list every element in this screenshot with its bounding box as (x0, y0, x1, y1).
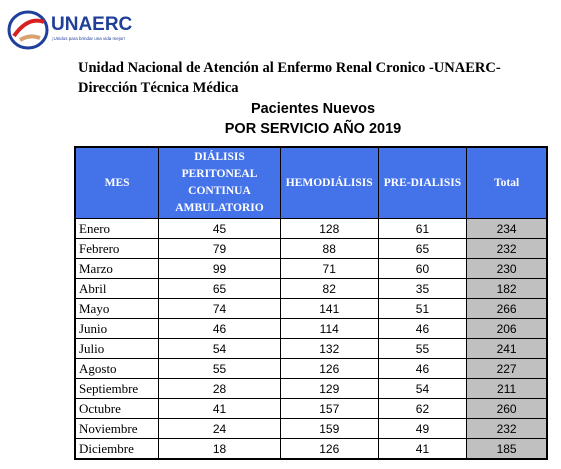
value-cell: 35 (377, 278, 468, 299)
table-row: Febrero 79 88 65 232 (74, 238, 548, 259)
value-cell: 49 (377, 418, 468, 439)
column-header: MES (74, 146, 160, 219)
month-cell: Mayo (74, 298, 160, 319)
value-cell: 46 (158, 318, 281, 339)
value-cell: 129 (279, 378, 379, 399)
value-cell: 141 (279, 298, 379, 319)
value-cell: 18 (158, 438, 281, 460)
table-row: Octubre 41 157 62 260 (74, 398, 548, 419)
title: Pacientes Nuevos (250, 101, 376, 117)
org-header: Unidad Nacional de Atención al Enfermo R… (78, 58, 501, 98)
value-cell: 157 (279, 398, 379, 419)
value-cell: 54 (158, 338, 281, 359)
header-row: MES DIÁLISIS PERITONEAL CONTINUA AMBULATO… (74, 146, 548, 219)
value-cell: 128 (279, 218, 379, 239)
value-cell: 232 (466, 238, 548, 259)
value-cell: 82 (279, 278, 379, 299)
value-cell: 65 (158, 278, 281, 299)
logo-swoosh (12, 18, 45, 38)
value-cell: 234 (466, 218, 548, 239)
logo-text: UNAERC (51, 14, 133, 35)
value-cell: 126 (279, 358, 379, 379)
value-cell: 88 (279, 238, 379, 259)
value-cell: 132 (279, 338, 379, 359)
month-cell: Julio (74, 338, 160, 359)
logo-hands (18, 34, 41, 42)
value-cell: 28 (158, 378, 281, 399)
value-cell: 185 (466, 438, 548, 460)
column-header: DIÁLISIS PERITONEAL CONTINUA AMBULATORIO (158, 146, 281, 219)
table-row: Noviembre 24 159 49 232 (74, 418, 548, 439)
value-cell: 45 (158, 218, 281, 239)
value-cell: 51 (377, 298, 468, 319)
value-cell: 55 (377, 338, 468, 359)
value-cell: 24 (158, 418, 281, 439)
value-cell: 62 (377, 398, 468, 419)
org-dept: Dirección Técnica Médica (78, 80, 239, 96)
value-cell: 46 (377, 358, 468, 379)
value-cell: 55 (158, 358, 281, 379)
value-cell: 74 (158, 298, 281, 319)
table-row: Julio 54 132 55 241 (74, 338, 548, 359)
data-table: MES DIÁLISIS PERITONEAL CONTINUA AMBULATO… (74, 146, 548, 460)
logo-ring (7, 10, 49, 50)
month-cell: Febrero (74, 238, 160, 259)
value-cell: 266 (466, 298, 548, 319)
month-cell: Agosto (74, 358, 160, 379)
month-cell: Diciembre (74, 438, 160, 460)
table-body: Enero 45 128 61 234 Febrero 79 88 65 232 Marzo 99 71… (74, 218, 548, 460)
month-cell: Junio (74, 318, 160, 339)
value-cell: 232 (466, 418, 548, 439)
value-cell: 211 (466, 378, 548, 399)
table-row: Marzo 99 71 60 230 (74, 258, 548, 279)
value-cell: 61 (377, 218, 468, 239)
value-cell: 241 (466, 338, 548, 359)
month-cell: Abril (74, 278, 160, 299)
table-row: Enero 45 128 61 234 (74, 218, 548, 239)
column-header: Total (466, 146, 548, 219)
value-cell: 206 (466, 318, 548, 339)
logo: UNAERC ¡Unidos para brindar una vida mej… (7, 10, 133, 50)
value-cell: 99 (158, 258, 281, 279)
value-cell: 260 (466, 398, 548, 419)
value-cell: 41 (377, 438, 468, 460)
value-cell: 230 (466, 258, 548, 279)
table-row: Junio 46 114 46 206 (74, 318, 548, 339)
value-cell: 182 (466, 278, 548, 299)
value-cell: 46 (377, 318, 468, 339)
value-cell: 114 (279, 318, 379, 339)
month-cell: Septiembre (74, 378, 160, 399)
value-cell: 79 (158, 238, 281, 259)
table-row: Septiembre 28 129 54 211 (74, 378, 548, 399)
table-row: Mayo 74 141 51 266 (74, 298, 548, 319)
month-cell: Noviembre (74, 418, 160, 439)
value-cell: 227 (466, 358, 548, 379)
value-cell: 54 (377, 378, 468, 399)
value-cell: 65 (377, 238, 468, 259)
column-header: HEMODIÁLISIS (279, 146, 379, 219)
logo-tagline: ¡Unidos para brindar una vida mejor! (52, 36, 125, 41)
subtitle: POR SERVICIO AÑO 2019 (224, 121, 402, 137)
table-row: Abril 65 82 35 182 (74, 278, 548, 299)
org-name: Unidad Nacional de Atención al Enfermo R… (78, 60, 501, 76)
value-cell: 41 (158, 398, 281, 419)
value-cell: 126 (279, 438, 379, 460)
table-row: Agosto 55 126 46 227 (74, 358, 548, 379)
month-cell: Marzo (74, 258, 160, 279)
month-cell: Enero (74, 218, 160, 239)
value-cell: 60 (377, 258, 468, 279)
value-cell: 71 (279, 258, 379, 279)
value-cell: 159 (279, 418, 379, 439)
month-cell: Octubre (74, 398, 160, 419)
column-header: PRE-DIALISIS (377, 146, 468, 219)
table-row: Diciembre 18 126 41 185 (74, 438, 548, 460)
